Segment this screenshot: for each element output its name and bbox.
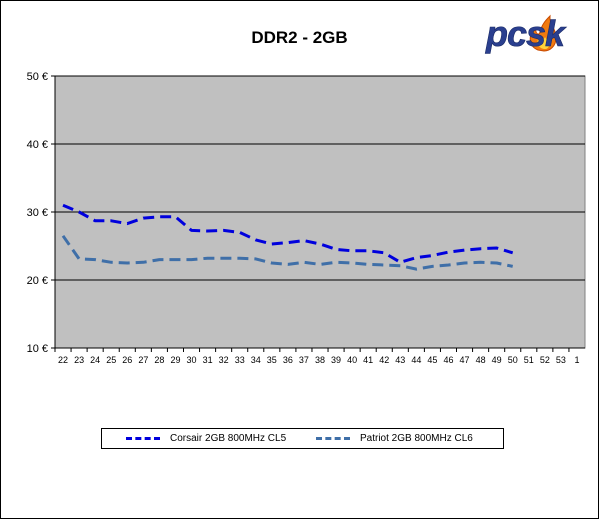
series-line-0: [62, 203, 514, 264]
x-tick-label: 39: [331, 355, 341, 365]
x-tick-label: 35: [267, 355, 277, 365]
legend-label-patriot: Patriot 2GB 800MHz CL6: [360, 433, 473, 444]
x-tick-label: 32: [219, 355, 229, 365]
x-tick-label: 31: [203, 355, 213, 365]
legend: Corsair 2GB 800MHz CL5 Patriot 2GB 800MH…: [101, 428, 504, 449]
x-tick-label: 47: [460, 355, 470, 365]
legend-label-corsair: Corsair 2GB 800MHz CL5: [170, 433, 287, 444]
legend-swatch-patriot: [316, 437, 350, 440]
x-tick-label: 46: [443, 355, 453, 365]
x-tick-label: 40: [347, 355, 357, 365]
legend-swatch-corsair: [126, 437, 160, 440]
x-tick-label: 53: [556, 355, 566, 365]
x-tick-label: 27: [138, 355, 148, 365]
x-tick-label: 41: [363, 355, 373, 365]
x-tick-label: 33: [235, 355, 245, 365]
x-tick-label: 34: [251, 355, 261, 365]
series-group: [61, 203, 514, 271]
gridlines: [55, 75, 585, 281]
x-tick-label: 29: [170, 355, 180, 365]
y-tick-label: 40 €: [27, 139, 48, 151]
x-tick-label: 28: [154, 355, 164, 365]
x-tick-label: 50: [508, 355, 518, 365]
x-tick-label: 22: [58, 355, 68, 365]
y-tick-label: 20 €: [27, 275, 48, 287]
x-tick-label: 43: [395, 355, 405, 365]
x-tick-label: 36: [283, 355, 293, 365]
x-tick-label: 48: [476, 355, 486, 365]
x-tick-label: 23: [74, 355, 84, 365]
x-tick-label: 38: [315, 355, 325, 365]
x-tick-label: 25: [106, 355, 116, 365]
chart-title: DDR2 - 2GB: [251, 28, 348, 47]
x-axis: 22 23 24 25 26 27 28 29 30 31 32 33 34 35 36 37 38 39 40 41…: [54, 347, 585, 365]
flame-icon: [529, 14, 557, 52]
x-tick-label: 51: [524, 355, 534, 365]
x-tick-label: 52: [540, 355, 550, 365]
x-tick-label: 42: [379, 355, 389, 365]
y-tick-label: 10 €: [27, 343, 48, 355]
logo-text: pcsk: [485, 13, 567, 54]
pcsk-logo: pcsk: [484, 10, 584, 56]
x-tick-label: 24: [90, 355, 100, 365]
y-tick-label: 50 €: [27, 71, 48, 83]
x-tick-label: 26: [122, 355, 132, 365]
x-tick-label: 44: [411, 355, 421, 365]
y-axis: 10 € 20 € 30 € 40 € 50 €: [27, 71, 56, 355]
y-tick-label: 30 €: [27, 207, 48, 219]
x-tick-label: 37: [299, 355, 309, 365]
series-line-1: [61, 234, 514, 271]
x-tick-label: 45: [427, 355, 437, 365]
x-tick-label: 1: [574, 355, 579, 365]
x-tick-label: 30: [187, 355, 197, 365]
x-tick-label: 49: [492, 355, 502, 365]
